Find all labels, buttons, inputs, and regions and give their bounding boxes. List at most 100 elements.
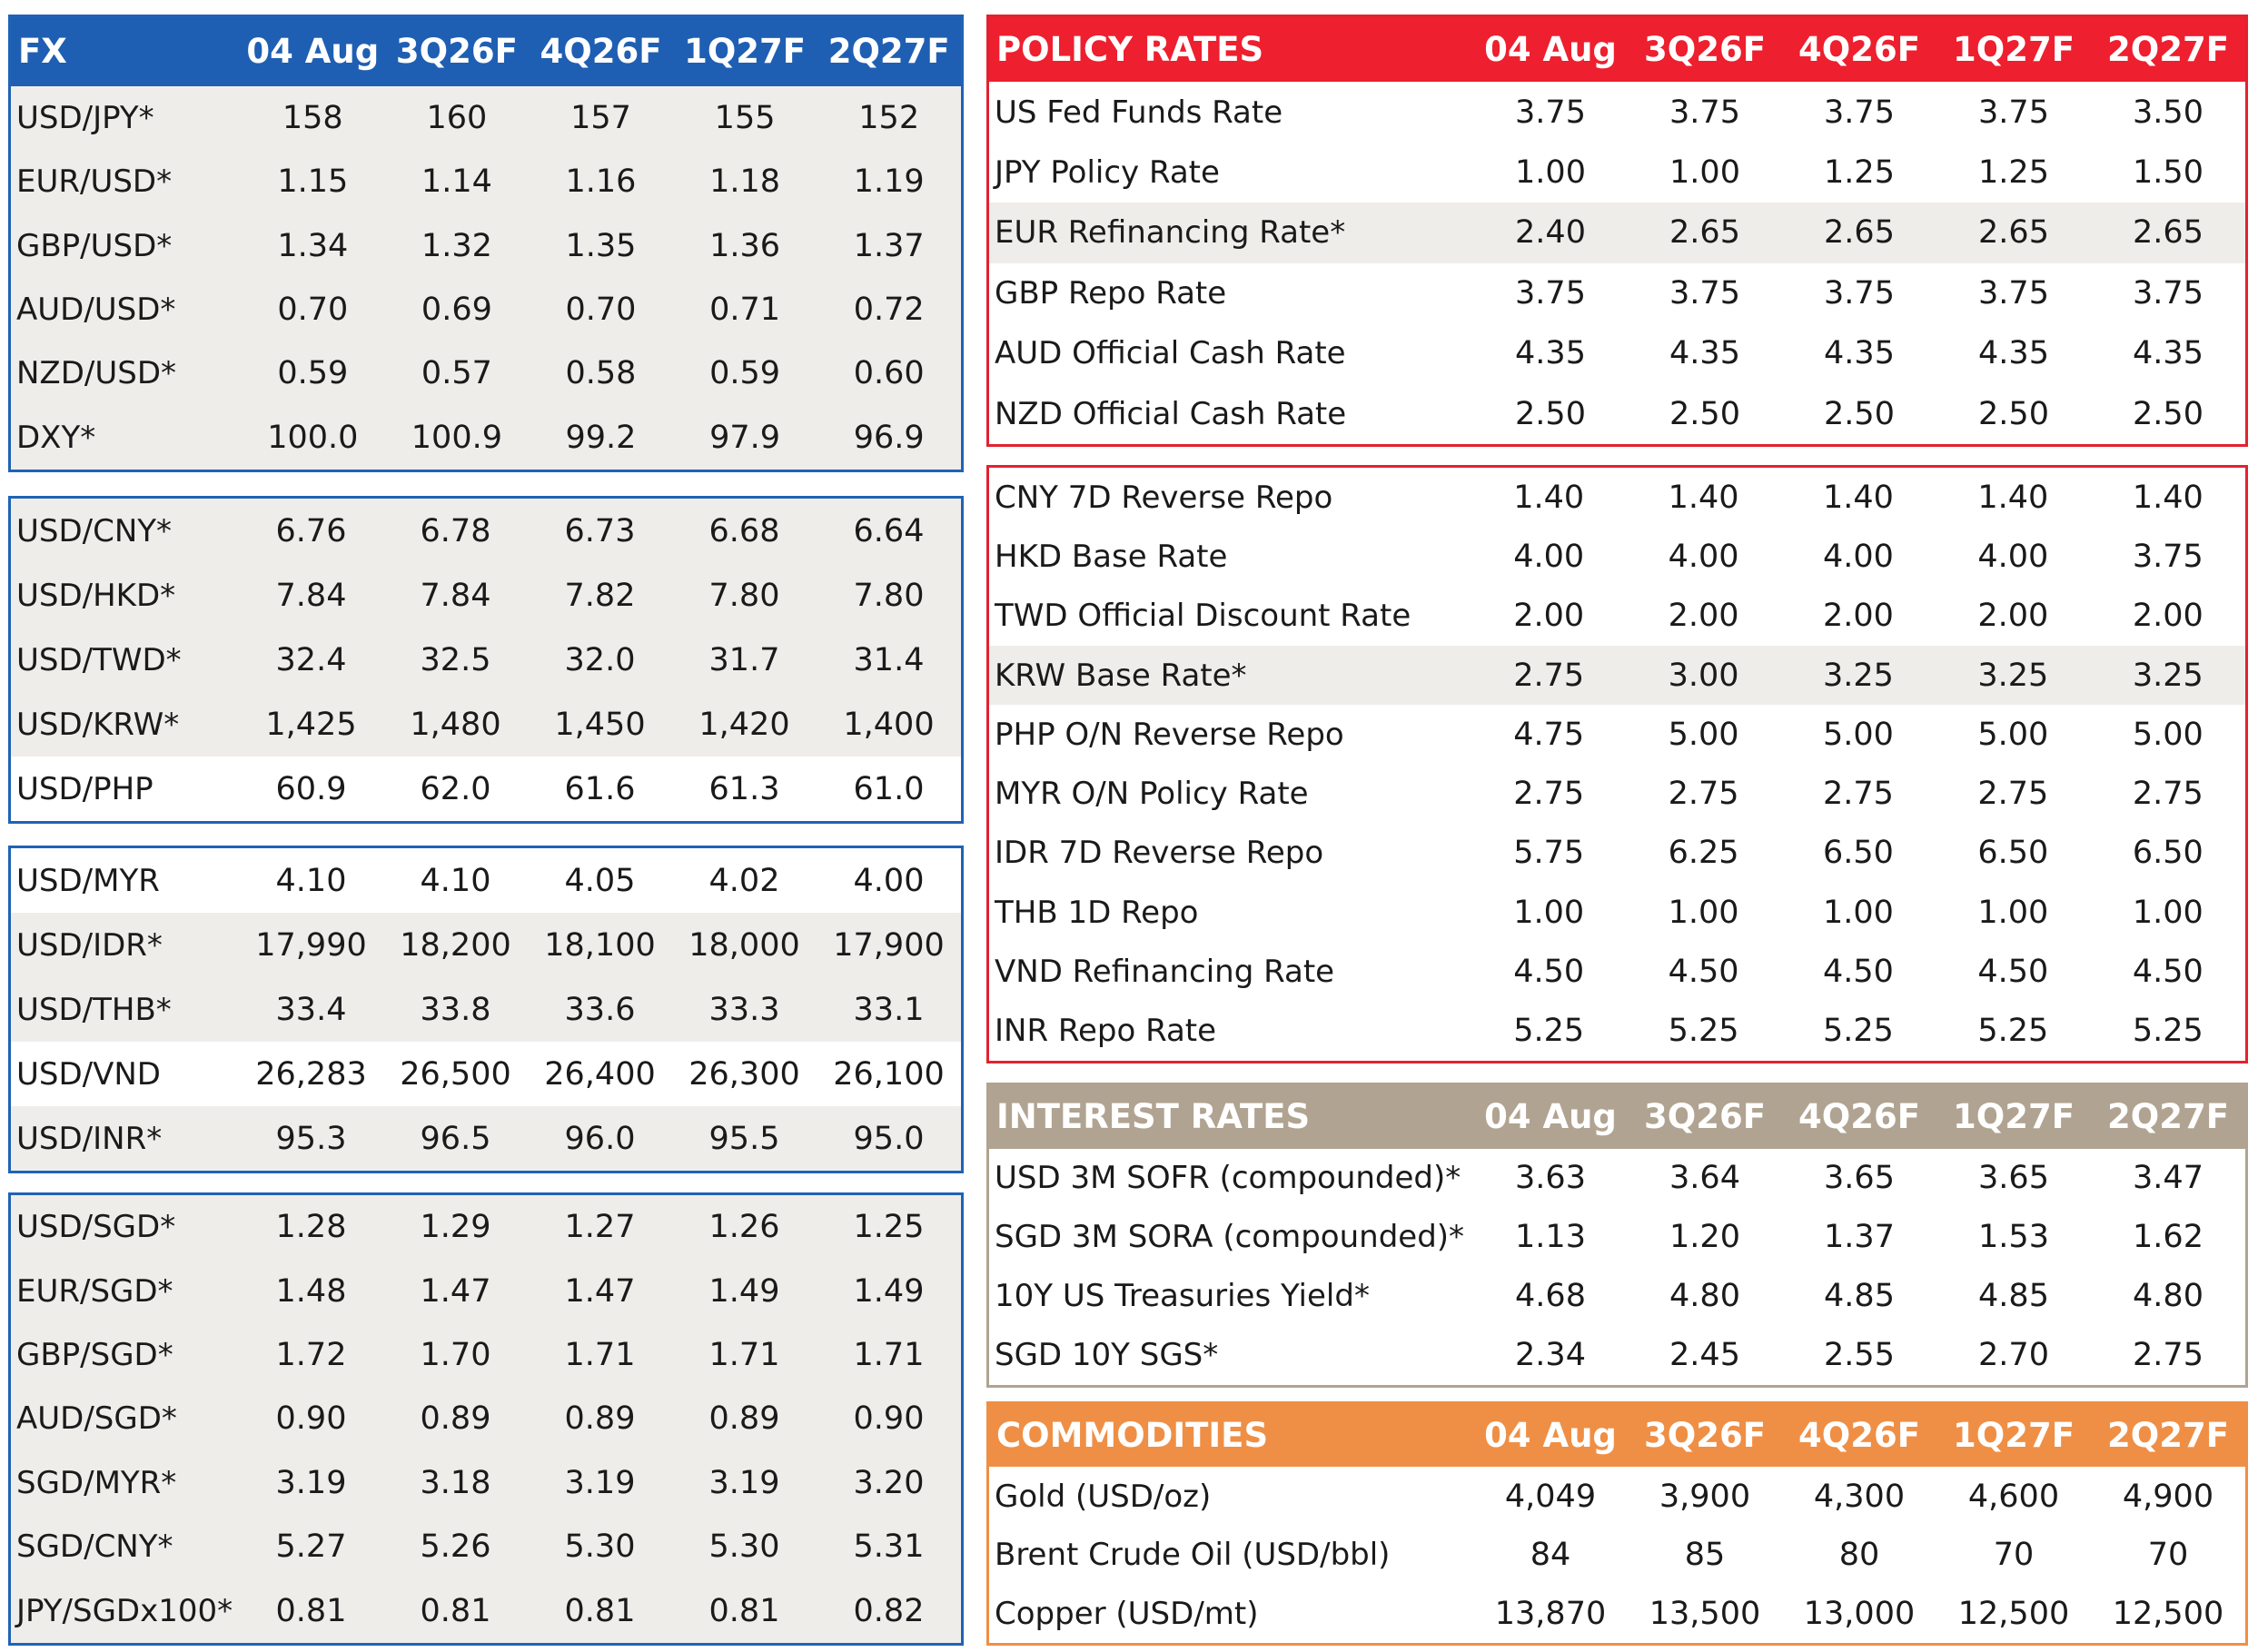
- cell-value: 32.5: [420, 641, 491, 678]
- fx-panel-sgd-crosses: USD/SGD* 1.28 1.29 1.27 1.26 1.25 EUR/SGD* 1.4…: [8, 1192, 964, 1646]
- cell-value: 1.25: [1824, 154, 1895, 192]
- column-header: 2Q27F: [827, 32, 950, 72]
- cell-value: 33.1: [853, 991, 925, 1028]
- cell-value: 13,500: [1649, 1595, 1761, 1632]
- cell-value: 155: [714, 99, 776, 136]
- cell-value: 4.50: [1513, 954, 1585, 991]
- cell-value: 3,900: [1659, 1478, 1751, 1515]
- cell-value: 70: [2147, 1537, 2189, 1574]
- fx-table-sgd-crosses: USD/SGD* 1.28 1.29 1.27 1.26 1.25 EUR/SGD* 1.4…: [11, 1195, 961, 1643]
- column-header: 3Q26F: [1644, 30, 1766, 70]
- cell-value: 12,500: [2112, 1595, 2224, 1632]
- row-label: JPY Policy Rate: [995, 154, 1220, 192]
- cell-value: 1.70: [420, 1337, 491, 1374]
- cell-value: 85: [1684, 1537, 1726, 1574]
- cell-value: 6.64: [853, 512, 925, 549]
- row-label: USD/INR*: [16, 1120, 163, 1157]
- cell-value: 2.00: [1823, 598, 1894, 635]
- table-row: TWD Official Discount Rate 2.00 2.00 2.00 2.…: [989, 587, 2245, 646]
- cell-value: 2.75: [1823, 776, 1894, 813]
- cell-value: 4,900: [2122, 1478, 2214, 1515]
- policy-rates-header-row: POLICY RATES 04 Aug 3Q26F 4Q26F 1Q27F 2Q…: [989, 17, 2245, 83]
- cell-value: 5.25: [1513, 1013, 1585, 1050]
- cell-value: 17,990: [255, 926, 367, 964]
- row-label: USD/SGD*: [16, 1209, 176, 1246]
- row-label: USD/VND: [16, 1055, 161, 1093]
- table-row: AUD/SGD* 0.90 0.89 0.89 0.89 0.90: [11, 1387, 961, 1450]
- column-header: 1Q27F: [1953, 1416, 2075, 1456]
- table-row: USD/VND 26,283 26,500 26,400 26,300 26,100: [11, 1042, 961, 1106]
- cell-value: 3.47: [2133, 1160, 2204, 1197]
- interest-rates-panel: INTEREST RATES 04 Aug 3Q26F 4Q26F 1Q27F …: [986, 1083, 2248, 1388]
- cell-value: 4.00: [853, 862, 925, 899]
- cell-value: 1.47: [420, 1272, 491, 1310]
- table-row: USD/IDR* 17,990 18,200 18,100 18,000 17,900: [11, 913, 961, 977]
- cell-value: 1.50: [2133, 154, 2204, 192]
- cell-value: 2.75: [1668, 776, 1739, 813]
- policy-rates-panel-asia: CNY 7D Reverse Repo 1.40 1.40 1.40 1.40 1.40 …: [986, 465, 2248, 1063]
- column-header: 04 Aug: [246, 32, 380, 72]
- cell-value: 2.00: [2132, 598, 2204, 635]
- row-label: Copper (USD/mt): [995, 1595, 1259, 1632]
- cell-value: 4.50: [2132, 954, 2204, 991]
- cell-value: 0.71: [709, 291, 781, 328]
- cell-value: 33.8: [420, 991, 491, 1028]
- cell-value: 2.75: [1513, 657, 1585, 694]
- cell-value: 61.0: [853, 770, 925, 807]
- cell-value: 4.10: [420, 862, 491, 899]
- cell-value: 13,000: [1803, 1595, 1916, 1632]
- cell-value: 2.50: [2133, 395, 2204, 432]
- cell-value: 3.65: [1824, 1160, 1895, 1197]
- cell-value: 2.00: [1513, 598, 1585, 635]
- cell-value: 1.20: [1669, 1219, 1740, 1256]
- cell-value: 1.40: [1977, 479, 2049, 516]
- table-row: USD/THB* 33.4 33.8 33.6 33.3 33.1: [11, 977, 961, 1042]
- cell-value: 1.62: [2133, 1219, 2204, 1256]
- cell-value: 4.35: [1978, 335, 2049, 372]
- cell-value: 96.9: [853, 419, 925, 456]
- table-row: DXY* 100.0 100.9 99.2 97.9 96.9: [11, 406, 961, 470]
- cell-value: 0.69: [421, 291, 492, 328]
- table-row: USD/KRW* 1,425 1,480 1,450 1,420 1,400: [11, 692, 961, 757]
- table-row: USD/HKD* 7.84 7.84 7.82 7.80 7.80: [11, 563, 961, 628]
- row-label: Gold (USD/oz): [995, 1478, 1212, 1515]
- cell-value: 84: [1530, 1537, 1571, 1574]
- cell-value: 6.50: [1823, 835, 1894, 872]
- cell-value: 160: [426, 99, 488, 136]
- cell-value: 4.75: [1513, 716, 1585, 753]
- table-row: USD/JPY* 158 160 157 155 152: [11, 86, 961, 150]
- cell-value: 32.0: [564, 641, 636, 678]
- row-label: US Fed Funds Rate: [995, 94, 1283, 131]
- row-label: EUR Refinancing Rate*: [995, 214, 1346, 252]
- table-row: Copper (USD/mt) 13,870 13,500 13,000 12,500 1…: [989, 1584, 2245, 1643]
- cell-value: 0.90: [853, 1400, 925, 1438]
- cell-value: 1.00: [1515, 154, 1586, 192]
- cell-value: 2.65: [1669, 214, 1740, 252]
- cell-value: 2.50: [1824, 395, 1895, 432]
- cell-value: 5.26: [420, 1528, 491, 1566]
- row-label: GBP/SGD*: [16, 1337, 173, 1374]
- row-label: SGD 3M SORA (compounded)*: [995, 1219, 1465, 1256]
- cell-value: 1.49: [708, 1272, 780, 1310]
- cell-value: 2.45: [1669, 1337, 1740, 1374]
- column-header: 2Q27F: [2107, 30, 2229, 70]
- cell-value: 5.30: [708, 1528, 780, 1566]
- cell-value: 1.00: [2132, 894, 2204, 931]
- cell-value: 5.00: [1977, 716, 2049, 753]
- cell-value: 1.13: [1515, 1219, 1586, 1256]
- interest-rates-header-row: INTEREST RATES 04 Aug 3Q26F 4Q26F 1Q27F …: [989, 1085, 2245, 1149]
- cell-value: 2.65: [2133, 214, 2204, 252]
- row-label: EUR/SGD*: [16, 1272, 173, 1310]
- row-label: USD/IDR*: [16, 926, 163, 964]
- column-header: 1Q27F: [1953, 30, 2075, 70]
- cell-value: 4.02: [708, 862, 780, 899]
- table-row: USD/SGD* 1.28 1.29 1.27 1.26 1.25: [11, 1195, 961, 1259]
- cell-value: 3.75: [1824, 274, 1895, 312]
- cell-value: 1.37: [1824, 1219, 1895, 1256]
- cell-value: 61.3: [708, 770, 780, 807]
- table-row: EUR/SGD* 1.48 1.47 1.47 1.49 1.49: [11, 1259, 961, 1322]
- row-label: INR Repo Rate: [995, 1013, 1217, 1050]
- cell-value: 4,049: [1504, 1478, 1597, 1515]
- cell-value: 4.35: [1824, 335, 1895, 372]
- row-label: GBP Repo Rate: [995, 274, 1227, 312]
